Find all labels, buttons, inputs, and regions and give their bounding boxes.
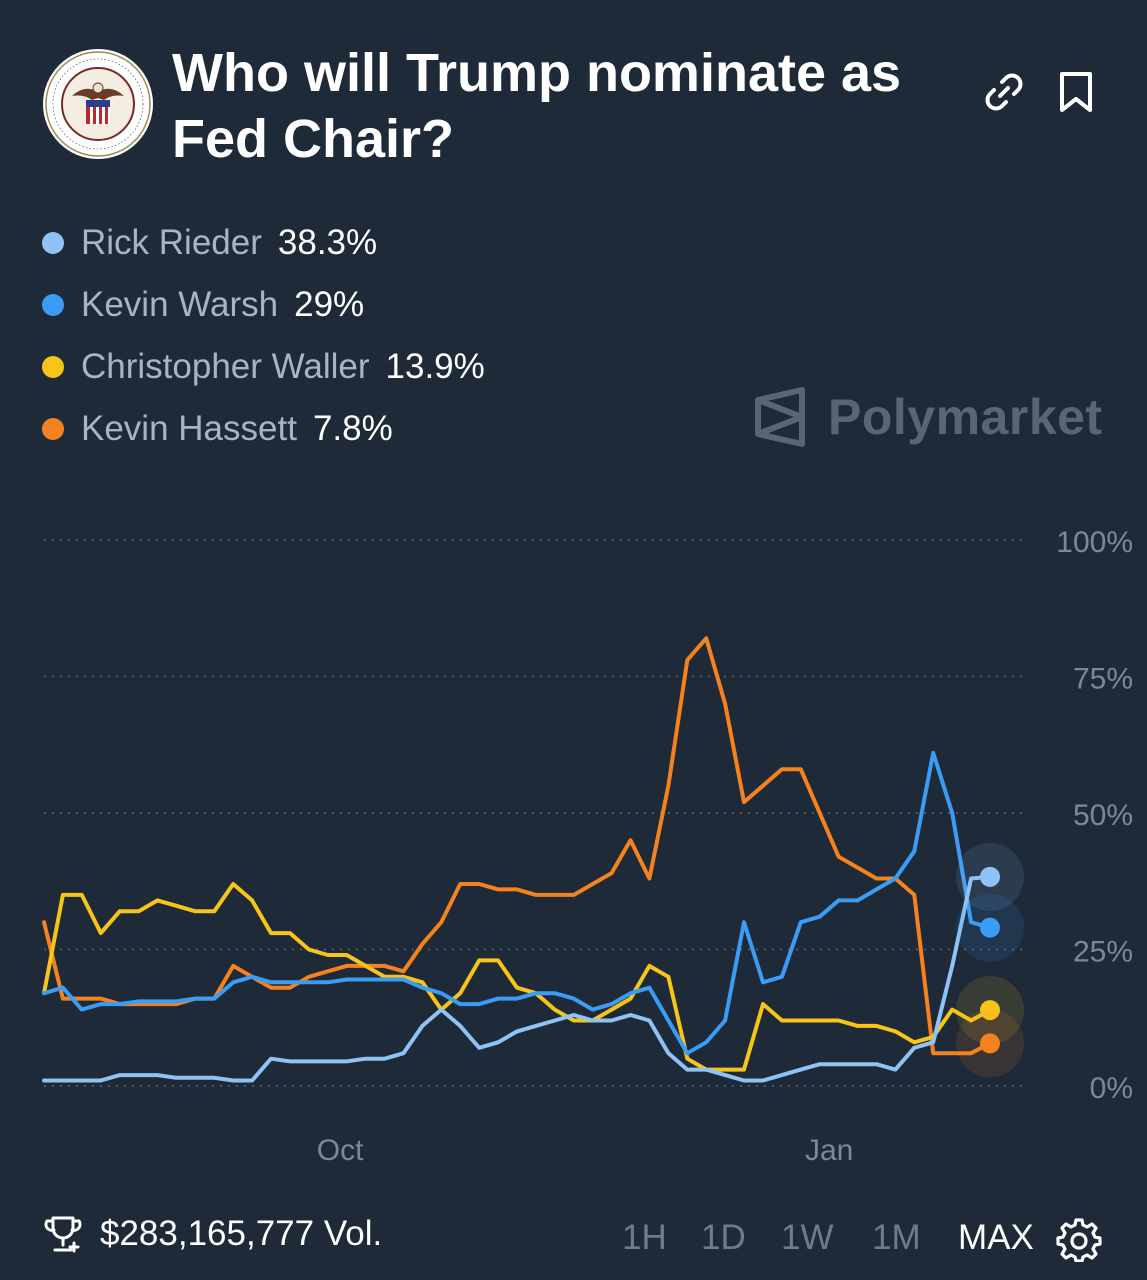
y-tick-label: 50%	[1073, 799, 1133, 832]
footer-bar: $283,165,777 Vol. 1H 1D 1W 1M MAX	[0, 1210, 1147, 1270]
brand-name: Polymarket	[828, 389, 1103, 445]
market-title: Who will Trump nominate as Fed Chair?	[172, 43, 902, 169]
range-max[interactable]: MAX	[958, 1218, 1034, 1257]
series-line-kevin-hassett	[42, 636, 992, 1056]
link-icon[interactable]	[980, 68, 1028, 116]
volume-text: $283,165,777 Vol.	[100, 1214, 383, 1253]
legend-name: Christopher Waller	[81, 347, 370, 386]
y-tick-label: 75%	[1073, 663, 1133, 696]
series-end-point	[980, 1033, 1000, 1054]
legend-name: Kevin Hassett	[81, 409, 297, 448]
polymarket-watermark: Polymarket	[752, 386, 1103, 448]
legend-dot	[42, 418, 64, 440]
series-end-point	[980, 917, 1000, 938]
chart-legend: Rick Rieder 38.3% Kevin Warsh 29% Christ…	[42, 212, 485, 460]
range-1w[interactable]: 1W	[781, 1218, 834, 1257]
y-tick-label: 25%	[1073, 936, 1133, 969]
series-line-kevin-warsh	[42, 750, 992, 1056]
series-line-rick-rieder	[42, 874, 992, 1083]
trophy-icon	[44, 1216, 82, 1253]
bookmark-icon[interactable]	[1052, 68, 1100, 116]
legend-dot	[42, 294, 64, 316]
x-tick-label: Oct	[317, 1134, 364, 1167]
legend-value: 13.9%	[385, 347, 485, 386]
range-1d[interactable]: 1D	[701, 1218, 746, 1257]
volume-display: $283,165,777 Vol.	[44, 1214, 382, 1254]
range-1m[interactable]: 1M	[872, 1218, 921, 1257]
legend-dot	[42, 356, 64, 378]
y-tick-label: 0%	[1090, 1072, 1133, 1105]
legend-item: Rick Rieder 38.3%	[42, 212, 485, 274]
legend-dot	[42, 232, 64, 254]
gear-icon[interactable]	[1056, 1216, 1102, 1262]
legend-item: Kevin Hassett 7.8%	[42, 398, 485, 460]
series-line-christopher-waller	[42, 882, 992, 1072]
series-end-point	[980, 1000, 1000, 1021]
y-tick-label: 100%	[1056, 526, 1133, 559]
polymarket-logo-icon	[755, 387, 805, 447]
series-end-point	[980, 866, 1000, 887]
legend-name: Rick Rieder	[81, 223, 262, 262]
legend-value: 29%	[294, 285, 365, 324]
legend-name: Kevin Warsh	[81, 285, 279, 324]
federal-reserve-seal	[43, 49, 153, 159]
x-tick-label: Jan	[805, 1134, 853, 1167]
legend-item: Christopher Waller 13.9%	[42, 336, 485, 398]
legend-value: 7.8%	[312, 409, 393, 448]
legend-value: 38.3%	[277, 223, 378, 262]
price-chart[interactable]: 100% 75% 50% 25% 0% Oct Jan	[0, 500, 1147, 1190]
legend-item: Kevin Warsh 29%	[42, 274, 485, 336]
range-1h[interactable]: 1H	[622, 1218, 667, 1257]
